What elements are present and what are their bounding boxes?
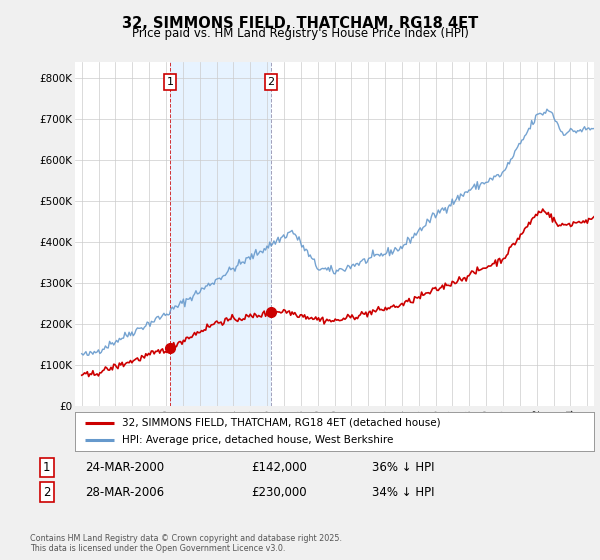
Text: Contains HM Land Registry data © Crown copyright and database right 2025.
This d: Contains HM Land Registry data © Crown c… <box>30 534 342 553</box>
Text: 2: 2 <box>268 77 275 87</box>
Text: 34% ↓ HPI: 34% ↓ HPI <box>372 486 435 498</box>
Text: 36% ↓ HPI: 36% ↓ HPI <box>372 461 435 474</box>
Text: HPI: Average price, detached house, West Berkshire: HPI: Average price, detached house, West… <box>122 435 393 445</box>
Text: 1: 1 <box>166 77 173 87</box>
Text: Price paid vs. HM Land Registry's House Price Index (HPI): Price paid vs. HM Land Registry's House … <box>131 27 469 40</box>
Text: 32, SIMMONS FIELD, THATCHAM, RG18 4ET: 32, SIMMONS FIELD, THATCHAM, RG18 4ET <box>122 16 478 31</box>
Bar <box>170 62 271 406</box>
Text: £230,000: £230,000 <box>251 486 307 498</box>
Text: £142,000: £142,000 <box>251 461 307 474</box>
Text: 32, SIMMONS FIELD, THATCHAM, RG18 4ET (detached house): 32, SIMMONS FIELD, THATCHAM, RG18 4ET (d… <box>122 418 440 428</box>
Text: 24-MAR-2000: 24-MAR-2000 <box>85 461 164 474</box>
Text: 28-MAR-2006: 28-MAR-2006 <box>85 486 164 498</box>
Text: 2: 2 <box>43 486 50 498</box>
Text: 1: 1 <box>43 461 50 474</box>
